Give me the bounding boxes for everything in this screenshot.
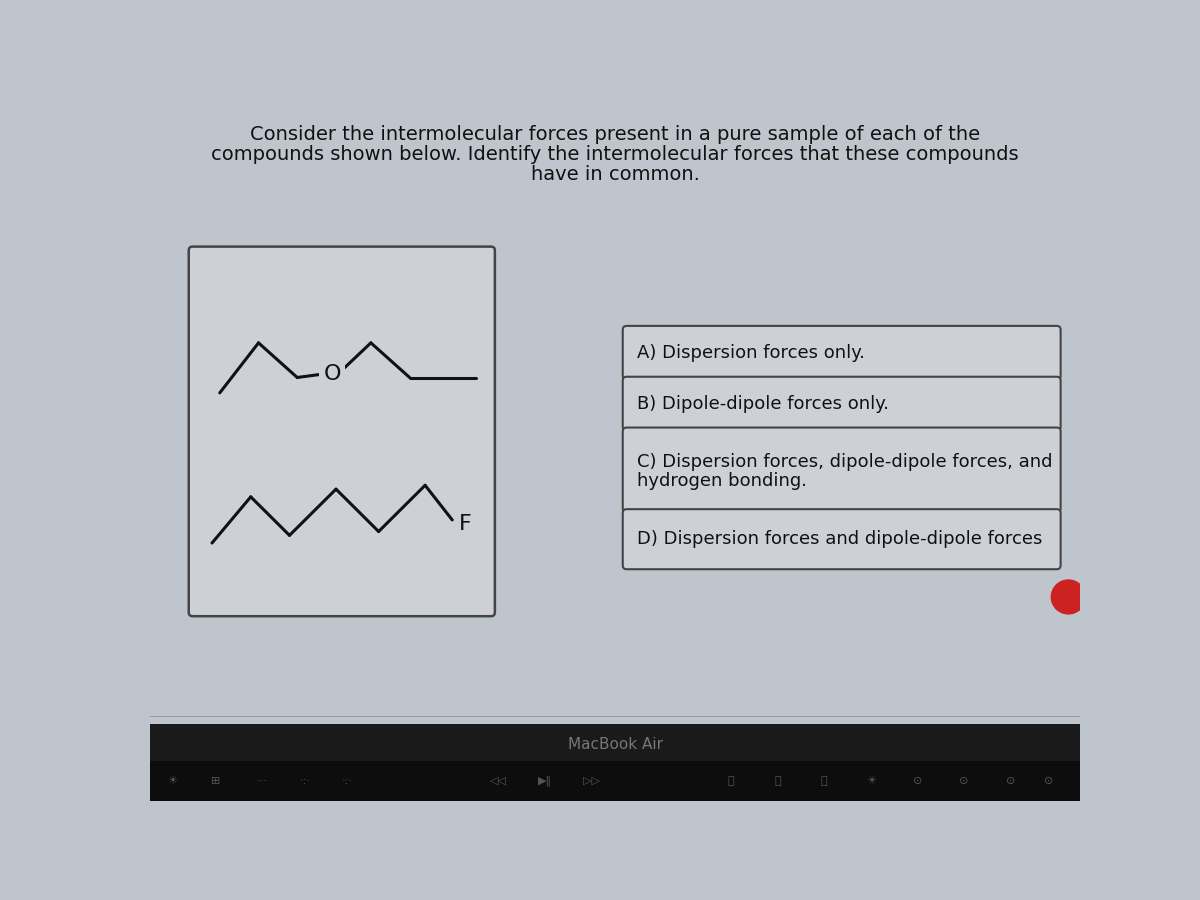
Text: C) Dispersion forces, dipole-dipole forces, and: C) Dispersion forces, dipole-dipole forc… xyxy=(637,454,1052,472)
Text: ·:·: ·:· xyxy=(342,776,353,786)
Text: ▷▷: ▷▷ xyxy=(583,776,600,786)
Text: have in common.: have in common. xyxy=(530,165,700,184)
Text: 🔉: 🔉 xyxy=(774,776,781,786)
Text: MacBook Air: MacBook Air xyxy=(568,737,662,752)
Text: hydrogen bonding.: hydrogen bonding. xyxy=(637,472,808,490)
FancyBboxPatch shape xyxy=(623,377,1061,430)
FancyBboxPatch shape xyxy=(623,326,1061,380)
Text: D) Dispersion forces and dipole-dipole forces: D) Dispersion forces and dipole-dipole f… xyxy=(637,530,1043,548)
Text: ◁◁: ◁◁ xyxy=(491,776,508,786)
Text: B) Dipole-dipole forces only.: B) Dipole-dipole forces only. xyxy=(637,395,889,413)
Text: ⊙: ⊙ xyxy=(1044,776,1054,786)
Text: 🔊: 🔊 xyxy=(821,776,828,786)
Text: ☀: ☀ xyxy=(167,776,176,786)
Text: A) Dispersion forces only.: A) Dispersion forces only. xyxy=(637,344,865,362)
Text: ▶‖: ▶‖ xyxy=(539,776,552,787)
FancyBboxPatch shape xyxy=(623,509,1061,569)
Text: 🔇: 🔇 xyxy=(728,776,734,786)
Text: ☀: ☀ xyxy=(865,776,876,786)
Bar xyxy=(150,761,1080,801)
Text: ⊙: ⊙ xyxy=(959,776,968,786)
Text: compounds shown below. Identify the intermolecular forces that these compounds: compounds shown below. Identify the inte… xyxy=(211,145,1019,164)
Text: ···: ··· xyxy=(257,776,268,786)
Text: ⊙: ⊙ xyxy=(912,776,922,786)
FancyBboxPatch shape xyxy=(623,428,1061,512)
Text: ⊙: ⊙ xyxy=(1006,776,1015,786)
Circle shape xyxy=(1051,580,1086,614)
Bar xyxy=(150,724,1080,801)
Text: Consider the intermolecular forces present in a pure sample of each of the: Consider the intermolecular forces prese… xyxy=(250,125,980,144)
Text: F: F xyxy=(458,514,472,534)
Text: ⊞: ⊞ xyxy=(211,776,221,786)
FancyBboxPatch shape xyxy=(188,247,494,616)
Text: O: O xyxy=(323,364,341,383)
Text: ·:·: ·:· xyxy=(300,776,311,786)
